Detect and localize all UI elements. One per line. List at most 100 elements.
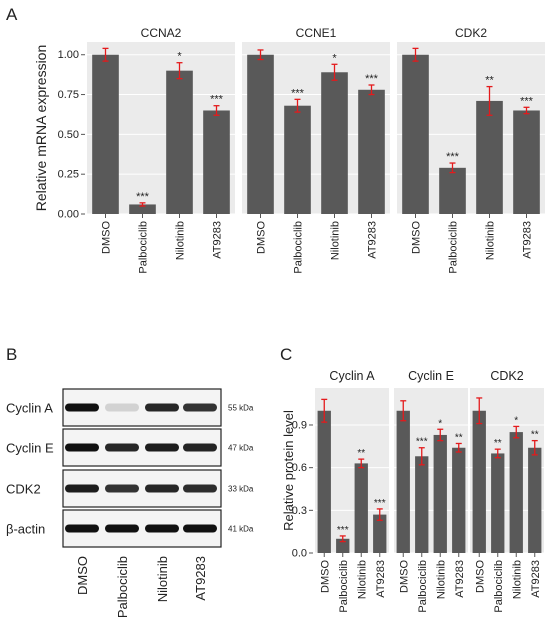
significance-marker: ** bbox=[494, 438, 502, 449]
blot-lane-label: AT9283 bbox=[193, 556, 208, 601]
y-tick-label: 0.50 bbox=[58, 129, 79, 141]
x-tick-label: Nilotinib bbox=[485, 221, 497, 260]
x-tick-label: Nilotinib bbox=[435, 560, 447, 599]
blot-kda-label: 47 kDa bbox=[228, 444, 254, 453]
blot-band bbox=[105, 403, 139, 412]
bar bbox=[129, 204, 156, 214]
x-tick-label: AT9283 bbox=[454, 560, 466, 598]
y-tick-label: 0.9 bbox=[292, 419, 307, 431]
blot-band bbox=[65, 403, 99, 412]
y-axis-label: Relative protein level bbox=[281, 410, 296, 531]
bar bbox=[317, 410, 331, 553]
bar bbox=[203, 110, 230, 214]
x-tick-label: AT9283 bbox=[212, 221, 224, 259]
blot-protein-label: Cyclin A bbox=[6, 401, 53, 416]
bar bbox=[415, 456, 429, 553]
blot-band bbox=[105, 443, 139, 452]
bar bbox=[439, 167, 466, 214]
y-tick-label: 0.25 bbox=[58, 169, 79, 181]
blot-band bbox=[145, 484, 179, 493]
blot-kda-label: 55 kDa bbox=[228, 404, 254, 413]
blot-band bbox=[145, 524, 179, 533]
blot-kda-label: 33 kDa bbox=[228, 485, 254, 494]
y-tick-label: 0.6 bbox=[292, 462, 307, 474]
bar bbox=[284, 105, 311, 214]
facet-title: CDK2 bbox=[455, 26, 487, 40]
blot-band bbox=[145, 403, 179, 412]
bar bbox=[528, 447, 542, 553]
panel-label-c: C bbox=[280, 345, 292, 364]
x-tick-label: AT9283 bbox=[530, 560, 542, 598]
x-tick-label: Palbociclib bbox=[417, 560, 429, 613]
panel-label-a: A bbox=[6, 5, 18, 24]
x-tick-label: AT9283 bbox=[367, 221, 379, 259]
blot-kda-label: 41 kDa bbox=[228, 525, 254, 534]
western-blot: Cyclin A 55 kDa Cyclin E 47 kDa CDK2 33 kDa β-… bbox=[6, 388, 254, 618]
blot-band bbox=[65, 484, 99, 493]
facet-title: Cyclin A bbox=[329, 369, 375, 383]
y-tick-label: 1.00 bbox=[58, 49, 79, 61]
blot-lane-label: DMSO bbox=[75, 556, 90, 595]
x-tick-label: DMSO bbox=[474, 560, 486, 593]
significance-marker: *** bbox=[520, 95, 534, 107]
x-tick-label: DMSO bbox=[101, 221, 113, 254]
significance-marker: *** bbox=[365, 73, 379, 85]
significance-marker: *** bbox=[374, 498, 386, 509]
x-tick-label: Palbociclib bbox=[448, 221, 460, 274]
blot-band bbox=[183, 403, 217, 412]
panel-label-b: B bbox=[6, 345, 17, 364]
bar bbox=[247, 54, 274, 215]
bar bbox=[513, 110, 540, 214]
facet-title: CCNE1 bbox=[296, 26, 337, 40]
blot-band bbox=[145, 443, 179, 452]
chart-a: Relative mRNA expression 0.00 0.25 0.50 0.75… bbox=[33, 26, 545, 274]
blot-protein-label: CDK2 bbox=[6, 482, 41, 497]
bar bbox=[336, 538, 350, 553]
significance-marker: * bbox=[177, 51, 182, 63]
bar bbox=[509, 432, 523, 553]
bar bbox=[476, 100, 503, 214]
significance-marker: * bbox=[438, 418, 442, 429]
y-axis-label: Relative mRNA expression bbox=[33, 45, 49, 212]
x-tick-label: AT9283 bbox=[375, 560, 387, 598]
blot-band bbox=[65, 524, 99, 533]
significance-marker: *** bbox=[210, 94, 224, 106]
y-tick-label: 0.75 bbox=[58, 89, 79, 101]
significance-marker: *** bbox=[337, 525, 349, 536]
bar bbox=[452, 447, 466, 553]
y-tick-label: 0.0 bbox=[292, 548, 307, 560]
y-tick-label: 0.00 bbox=[58, 209, 79, 221]
bar bbox=[402, 54, 429, 215]
bar bbox=[354, 463, 368, 553]
blot-band bbox=[65, 443, 99, 452]
significance-marker: ** bbox=[531, 430, 539, 441]
facet-title: CDK2 bbox=[490, 369, 523, 383]
significance-marker: *** bbox=[416, 437, 428, 448]
x-tick-label: Nilotinib bbox=[175, 221, 187, 260]
bar bbox=[472, 410, 486, 553]
significance-marker: *** bbox=[136, 191, 150, 203]
facet-title: Cyclin E bbox=[408, 369, 454, 383]
significance-marker: ** bbox=[455, 432, 463, 443]
bar bbox=[491, 453, 505, 553]
bar bbox=[166, 70, 193, 215]
blot-band bbox=[183, 443, 217, 452]
significance-marker: ** bbox=[485, 75, 494, 87]
x-tick-label: Palbociclib bbox=[138, 221, 150, 274]
x-tick-label: Palbociclib bbox=[493, 560, 505, 613]
x-tick-label: DMSO bbox=[319, 560, 331, 593]
y-tick-label: 0.3 bbox=[292, 505, 307, 517]
significance-marker: * bbox=[514, 415, 518, 426]
bar bbox=[92, 54, 119, 215]
significance-marker: * bbox=[332, 52, 337, 64]
significance-marker: *** bbox=[291, 87, 305, 99]
blot-band bbox=[183, 524, 217, 533]
chart-c: Relative protein level 0.0 0.3 0.6 0.9 Cyclin… bbox=[281, 369, 544, 613]
significance-marker: *** bbox=[446, 151, 460, 163]
bar bbox=[358, 89, 385, 214]
x-tick-label: Palbociclib bbox=[338, 560, 350, 613]
blot-lane-label: Palbociclib bbox=[115, 556, 130, 618]
bar bbox=[373, 514, 387, 553]
x-tick-label: DMSO bbox=[411, 221, 423, 254]
